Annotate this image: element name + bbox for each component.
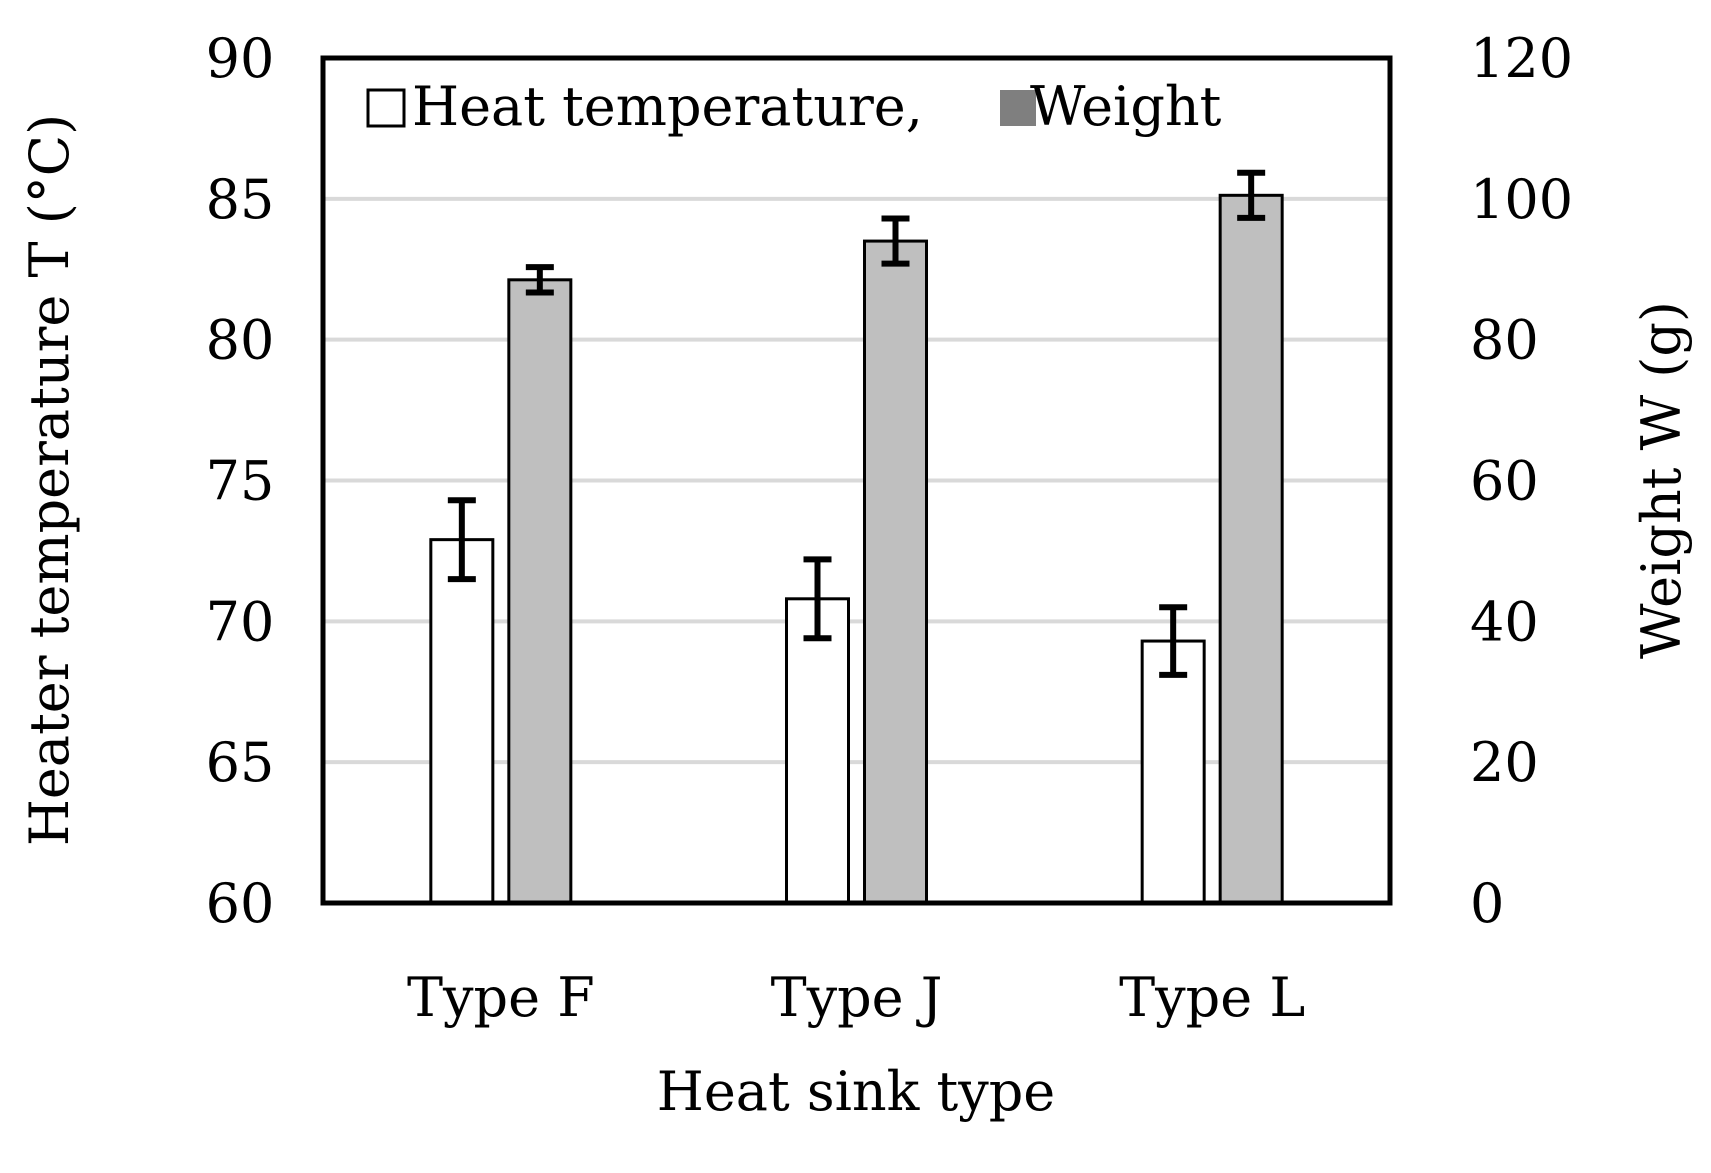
bar-heat-temperature — [785, 597, 850, 905]
bar-weight — [507, 278, 573, 905]
category-label: Type J — [771, 966, 943, 1029]
right-axis-ticks: 0 20 40 60 80 100 120 — [1470, 27, 1573, 935]
right-tick-label: 20 — [1470, 731, 1539, 794]
x-axis-title: Heat sink type — [657, 1060, 1056, 1123]
plot-frame — [320, 55, 1393, 906]
legend: Heat temperature, Weight — [366, 75, 1222, 138]
legend-label-weight: Weight — [1030, 75, 1222, 138]
right-tick-label: 40 — [1470, 590, 1539, 653]
left-tick-label: 65 — [206, 731, 275, 794]
left-tick-label: 75 — [206, 450, 275, 513]
left-tick-label: 85 — [206, 168, 275, 231]
legend-marker-weight — [1000, 90, 1036, 126]
right-tick-label: 100 — [1470, 168, 1573, 231]
right-tick-label: 60 — [1470, 450, 1539, 513]
left-tick-label: 90 — [206, 27, 275, 90]
category-label: Type F — [407, 966, 595, 1029]
bar-heat-temperature — [429, 538, 495, 905]
bar-heat-temperature — [1140, 639, 1206, 905]
category-label: Type L — [1119, 966, 1305, 1029]
left-tick-label: 60 — [206, 872, 275, 935]
error-bars — [447, 169, 1266, 678]
right-tick-label: 120 — [1470, 27, 1573, 90]
legend-marker-heat-temperature — [366, 88, 406, 128]
left-tick-label: 70 — [206, 590, 275, 653]
left-axis-ticks: 60 65 70 75 80 85 90 — [206, 27, 275, 935]
legend-label-heat-temperature: Heat temperature, — [412, 75, 923, 138]
category-labels: Type F Type J Type L — [407, 966, 1305, 1029]
bar-weight — [863, 239, 928, 905]
left-axis-title: Heater temperature T (°C) — [18, 114, 81, 846]
right-axis-title: Weight W (g) — [1630, 301, 1693, 659]
left-tick-label: 80 — [206, 309, 275, 372]
right-tick-label: 80 — [1470, 309, 1539, 372]
bar-weight — [1218, 193, 1284, 905]
bars — [429, 193, 1284, 905]
gridlines — [323, 196, 1390, 765]
right-tick-label: 0 — [1470, 872, 1504, 935]
